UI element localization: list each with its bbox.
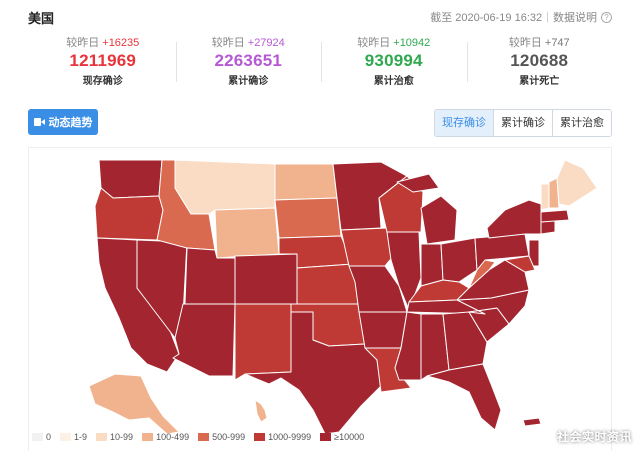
legend-label: 10-99 — [110, 432, 134, 442]
state-arizona[interactable] — [172, 303, 236, 377]
state-new-york[interactable] — [486, 199, 542, 239]
state-montana[interactable] — [174, 159, 276, 215]
legend-swatch — [320, 433, 332, 441]
watermark: 社会实时资讯 — [556, 430, 632, 444]
state-minnesota[interactable] — [332, 161, 408, 231]
stat-delta: 较昨日 +16235 — [66, 37, 140, 49]
stat-label: 现存确诊 — [82, 76, 123, 87]
legend-item[interactable]: 1-9 — [60, 432, 87, 442]
state-massachusetts[interactable] — [540, 209, 570, 223]
map-toolbar: 动态趋势 现存确诊 累计确诊 累计治愈 — [28, 109, 612, 137]
state-new-hampshire[interactable] — [548, 177, 560, 209]
legend-swatch — [142, 433, 154, 441]
state-west-virginia[interactable] — [468, 259, 496, 289]
country-title: 美国 — [28, 11, 55, 26]
state-iowa[interactable] — [340, 227, 396, 267]
stat-total-deaths: 较昨日 +747 120688 累计死亡 — [466, 34, 613, 90]
legend-item[interactable]: 500-999 — [198, 432, 245, 442]
tab-current-confirmed[interactable]: 现存确诊 — [435, 110, 493, 136]
trend-button[interactable]: 动态趋势 — [28, 109, 98, 135]
stat-total-confirmed: 较昨日 +27924 2263651 累计确诊 — [175, 34, 322, 90]
video-camera-icon — [33, 118, 45, 126]
legend-swatch — [60, 433, 72, 441]
asof-timestamp: 截至 2020-06-19 16:32 — [430, 12, 543, 24]
state-vermont[interactable] — [540, 183, 550, 211]
state-new-mexico[interactable] — [234, 303, 292, 381]
legend-swatch — [96, 433, 108, 441]
state-florida[interactable] — [426, 363, 502, 431]
stat-current-confirmed: 较昨日 +16235 1211969 现存确诊 — [30, 34, 176, 90]
state-virginia[interactable] — [456, 259, 530, 301]
state-alaska[interactable] — [88, 373, 180, 435]
legend-swatch — [32, 433, 43, 441]
state-indiana[interactable] — [420, 243, 444, 287]
stat-value: 120688 — [510, 51, 569, 70]
map-legend: 0 1-9 10-99 100-499 500-999 1000-9999 ≥1… — [32, 432, 364, 442]
stat-value: 2263651 — [214, 51, 283, 70]
tab-total-confirmed[interactable]: 累计确诊 — [493, 110, 552, 136]
legend-swatch — [198, 433, 210, 441]
state-michigan[interactable] — [396, 173, 458, 245]
stat-label: 累计确诊 — [228, 76, 269, 87]
legend-label: 1-9 — [74, 432, 88, 442]
info-icon[interactable]: ? — [601, 11, 612, 23]
state-north-dakota[interactable] — [274, 163, 338, 201]
state-kansas[interactable] — [296, 263, 360, 305]
territory-puerto-rico[interactable] — [522, 417, 542, 427]
state-hawaii[interactable] — [254, 399, 268, 423]
state-colorado[interactable] — [234, 253, 298, 305]
state-arkansas[interactable] — [358, 311, 408, 349]
state-georgia[interactable] — [442, 311, 488, 371]
legend-label: ≥10000 — [334, 432, 365, 442]
legend-label: 1000-9999 — [268, 432, 312, 442]
legend-swatch — [254, 433, 266, 441]
state-south-dakota[interactable] — [274, 197, 342, 239]
legend-item[interactable]: 100-499 — [142, 432, 189, 442]
us-choropleth-map — [88, 159, 598, 435]
update-info: 截至 2020-06-19 16:32 | 数据说明 ? — [430, 9, 612, 25]
state-ohio[interactable] — [440, 237, 478, 283]
stat-total-recovered: 较昨日 +10942 930994 累计治愈 — [321, 34, 467, 90]
legend-item[interactable]: 0 — [32, 432, 51, 442]
stat-value: 930994 — [364, 51, 423, 70]
stat-value: 1211969 — [69, 51, 137, 70]
stat-delta: 较昨日 +747 — [508, 37, 570, 49]
stat-delta: 较昨日 +27924 — [211, 37, 285, 49]
state-maryland[interactable] — [504, 255, 536, 273]
legend-label: 0 — [46, 432, 52, 442]
state-washington[interactable] — [98, 159, 163, 199]
legend-label: 100-499 — [156, 432, 190, 442]
map-metric-tabs: 现存确诊 累计确诊 累计治愈 — [434, 109, 612, 137]
state-texas[interactable] — [244, 311, 382, 435]
state-maine[interactable] — [556, 159, 598, 207]
stats-panel: 较昨日 +16235 1211969 现存确诊 较昨日 +27924 22636… — [30, 34, 612, 90]
us-map-card — [28, 147, 612, 451]
legend-item[interactable]: 1000-9999 — [254, 432, 311, 442]
state-wyoming[interactable] — [214, 207, 280, 259]
stat-label: 累计死亡 — [519, 76, 560, 87]
stat-label: 累计治愈 — [373, 76, 414, 87]
separator: | — [546, 11, 549, 23]
tab-total-recovered[interactable]: 累计治愈 — [552, 110, 611, 136]
legend-label: 500-999 — [212, 432, 246, 442]
stat-delta: 较昨日 +10942 — [357, 37, 431, 49]
header-bar: 美国 截至 2020-06-19 16:32 | 数据说明 ? — [0, 0, 640, 30]
data-note-link[interactable]: 数据说明 — [553, 12, 597, 24]
legend-item[interactable]: 10-99 — [96, 432, 133, 442]
legend-item[interactable]: ≥10000 — [320, 432, 364, 442]
trend-button-label: 动态趋势 — [48, 117, 93, 129]
